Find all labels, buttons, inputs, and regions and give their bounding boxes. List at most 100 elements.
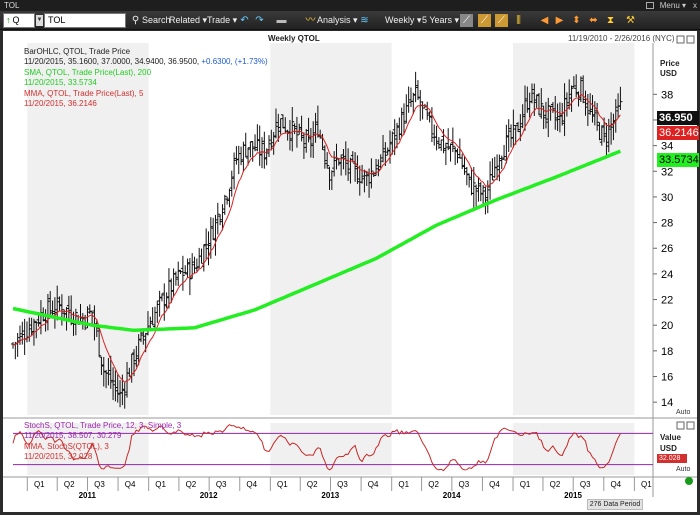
maximize-icon[interactable] (646, 2, 654, 9)
price-tick-label: 22 (661, 295, 673, 307)
year-band (270, 43, 392, 415)
last-price-box: 36.950 (657, 111, 699, 125)
zoom-out-icon[interactable]: ⬌ (589, 15, 598, 27)
price-axis-title: Price (660, 59, 680, 68)
price-axis-unit: USD (660, 69, 677, 78)
search-label: Search (142, 15, 171, 25)
legend-stoch-mma-value: 11/20/2015, 32.028 (24, 452, 93, 461)
panel-close-icon (676, 35, 685, 44)
legend-sma-title: SMA, QTOL, Trade Price(Last), 200 (24, 68, 152, 77)
quarter-label: Q2 (186, 480, 197, 489)
price-tick-label: 14 (661, 397, 673, 409)
draw-line-icon[interactable]: ⟋ (460, 13, 473, 28)
search-button[interactable]: ⚲ Search (129, 13, 171, 28)
price-tick-label: 16 (661, 372, 673, 384)
quarter-label: Q3 (216, 480, 227, 489)
year-band (513, 43, 635, 415)
mma-5-line (12, 93, 621, 383)
frequency-dropdown[interactable]: Weekly ▾ (385, 15, 422, 25)
status-indicator-icon (685, 477, 693, 485)
draw-channel-icon[interactable]: ⟋ (495, 13, 508, 28)
legend-stoch-title: StochS, QTOL, Trade Price, 12, 3, Simple… (24, 421, 182, 430)
year-band (27, 423, 149, 475)
undo-icon[interactable]: ↶ (240, 15, 249, 27)
layout-icon[interactable]: ▬ (276, 15, 287, 27)
quarter-label: Q1 (641, 480, 652, 489)
stoch-minimize-icon (686, 421, 695, 430)
year-label: 2014 (443, 491, 461, 500)
year-label: 2015 (564, 491, 582, 500)
panel-minimize-icon (686, 35, 695, 44)
quarter-label: Q4 (610, 480, 621, 489)
price-tick-label: 30 (661, 192, 673, 204)
price-tick-label: 32 (661, 166, 673, 178)
analysis-menu[interactable]: 〰 Analysis ▾ (304, 13, 358, 28)
chart-date-range: 11/19/2010 - 2/26/2016 (NYC) (568, 34, 675, 43)
year-band (270, 423, 392, 475)
quarter-label: Q3 (337, 480, 348, 489)
stoch-close-icon (676, 421, 685, 430)
indicator-icon[interactable]: ≋ (360, 15, 369, 27)
quarter-label: Q3 (580, 480, 591, 489)
chart-panel[interactable]: 14161820222426283032343638Q1Q2Q3Q4Q1Q2Q3… (3, 31, 699, 512)
scroll-right-icon[interactable]: ▶ (555, 15, 564, 27)
stoch-auto-button[interactable]: Auto (676, 466, 691, 473)
price-tick-label: 28 (661, 218, 673, 230)
symbol-mode-dropdown[interactable]: ↑ Q (3, 13, 35, 28)
quarter-label: Q1 (398, 480, 409, 489)
quarter-label: Q4 (368, 480, 379, 489)
range-dropdown[interactable]: 5 Years ▾ (422, 15, 460, 25)
menu-button[interactable]: Menu ▾ (659, 1, 686, 10)
draw-trend-icon[interactable]: ⟋ (478, 13, 491, 28)
zoom-in-icon[interactable]: ⬍ (572, 15, 581, 27)
chevron-down-icon[interactable]: ▼ (36, 15, 43, 26)
close-icon[interactable]: x (693, 1, 697, 10)
chart-title: Weekly QTOL (268, 34, 320, 43)
price-tick-label: 24 (661, 269, 673, 281)
settings-icon[interactable]: ⚒ (626, 15, 635, 27)
chart-canvas[interactable]: 14161820222426283032343638Q1Q2Q3Q4Q1Q2Q3… (3, 31, 697, 512)
quarter-label: Q2 (550, 480, 561, 489)
sma-200-line (12, 149, 622, 333)
mma-price-box: 36.2146 (657, 126, 699, 140)
legend-bar-change: +0.6300, (+1.73%) (201, 57, 268, 66)
price-tick-label: 34 (661, 141, 673, 153)
toolbar: ↑ Q ▼ TOL ⚲ Search Related ▾ Trade ▾ ↶ ↷ ▬… (0, 11, 700, 30)
quarter-label: Q4 (489, 480, 500, 489)
price-tick-label: 38 (661, 89, 673, 101)
quarter-label: Q1 (155, 480, 166, 489)
stoch-axis-unit: USD (660, 444, 677, 453)
stoch-value-box: 32.028 (657, 454, 687, 463)
quarter-label: Q2 (307, 480, 318, 489)
legend-sma-value: 11/20/2015, 33.5734 (24, 78, 97, 87)
search-icon: ⚲ (131, 15, 140, 27)
legend-stoch-mma-title: MMA, StochS(QTOL), 3 (24, 442, 109, 451)
quarter-label: Q1 (277, 480, 288, 489)
candle-icon[interactable]: ⫼ (516, 15, 521, 27)
year-label: 2011 (79, 491, 97, 500)
analysis-label: Analysis ▾ (317, 15, 358, 25)
legend-mma-value: 11/20/2015, 36.2146 (24, 99, 97, 108)
quarter-label: Q1 (34, 480, 45, 489)
price-tick-label: 18 (661, 346, 673, 358)
symbol-input[interactable]: TOL (44, 13, 126, 28)
trade-menu[interactable]: Trade ▾ (207, 15, 238, 25)
quarter-label: Q4 (125, 480, 136, 489)
price-auto-button[interactable]: Auto (676, 409, 691, 416)
data-period-label: 276 Data Period (587, 499, 643, 510)
sma-price-box: 33.5734 (657, 153, 699, 167)
year-label: 2013 (321, 491, 339, 500)
related-menu[interactable]: Related ▾ (169, 15, 208, 25)
analysis-icon: 〰 (305, 15, 316, 27)
legend-bar-ohlc: 11/20/2015, 35.1600, 37.0000, 34.9400, 3… (24, 57, 202, 66)
price-tick-label: 26 (661, 243, 673, 255)
fit-icon[interactable]: ⧗ (606, 15, 615, 27)
year-label: 2012 (200, 491, 218, 500)
redo-icon[interactable]: ↷ (255, 15, 264, 27)
stoch-k-line (12, 424, 621, 472)
quarter-label: Q2 (64, 480, 75, 489)
scroll-left-icon[interactable]: ◀ (540, 15, 549, 27)
quarter-label: Q3 (94, 480, 105, 489)
window-title-bar: TOL Menu ▾ x (0, 0, 700, 11)
legend-mma-title: MMA, QTOL, Trade Price(Last), 5 (24, 89, 144, 98)
